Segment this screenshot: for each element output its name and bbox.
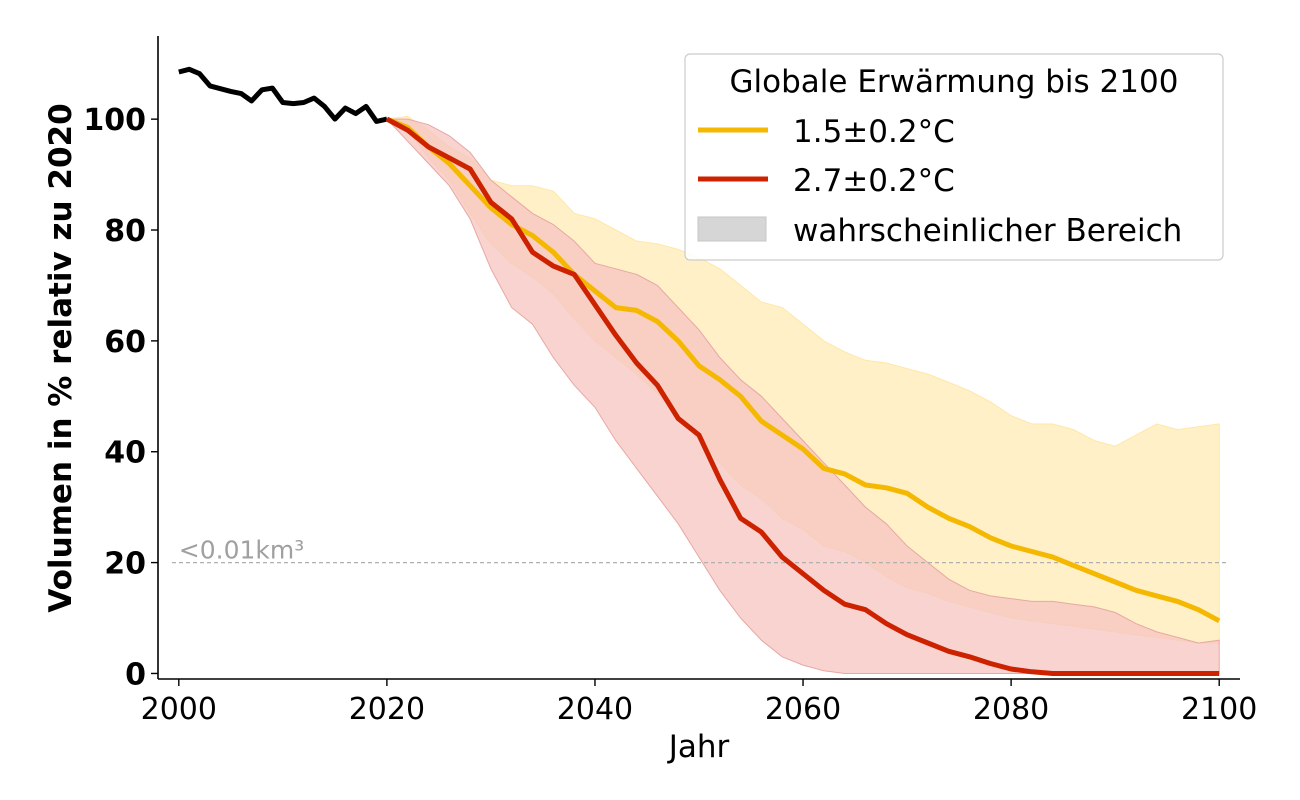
legend-frame: [684, 53, 1224, 261]
series-line-low: [385, 116, 1221, 624]
y-tick-label: 60: [104, 325, 146, 360]
x-tick-label: 2100: [1181, 692, 1257, 727]
axes: [157, 36, 1240, 680]
legend-patch-range: [697, 216, 767, 242]
legend: Globale Erwärmung bis 2100 1.5±0.2°C 2.7…: [684, 53, 1224, 261]
historical-line: [178, 66, 388, 124]
y-tick-label: 40: [104, 436, 146, 471]
threshold-label: <0.01km³: [179, 536, 304, 565]
y-tick-label: 100: [83, 103, 146, 138]
y-tick-label: 20: [104, 547, 146, 582]
y-axis-label: Volumen in % relativ zu 2020: [43, 103, 79, 612]
legend-title: Globale Erwärmung bis 2100: [730, 64, 1179, 100]
legend-label-low: 1.5±0.2°C: [793, 114, 955, 150]
x-tick-label: 2040: [557, 692, 633, 727]
x-tick-label: 2000: [141, 692, 217, 727]
series-line-high: [385, 116, 1220, 676]
series-lines: [178, 66, 1221, 676]
y-tick-label: 0: [125, 657, 146, 692]
x-tick-label: 2020: [349, 692, 425, 727]
x-tick-label: 2080: [973, 692, 1049, 727]
y-tick-label: 80: [104, 214, 146, 249]
legend-label-range: wahrscheinlicher Bereich: [793, 213, 1182, 249]
legend-label-high: 2.7±0.2°C: [793, 163, 955, 199]
x-tick-label: 2060: [765, 692, 841, 727]
x-axis-label: Jahr: [667, 729, 730, 765]
threshold-group: <0.01km³: [172, 536, 1226, 565]
